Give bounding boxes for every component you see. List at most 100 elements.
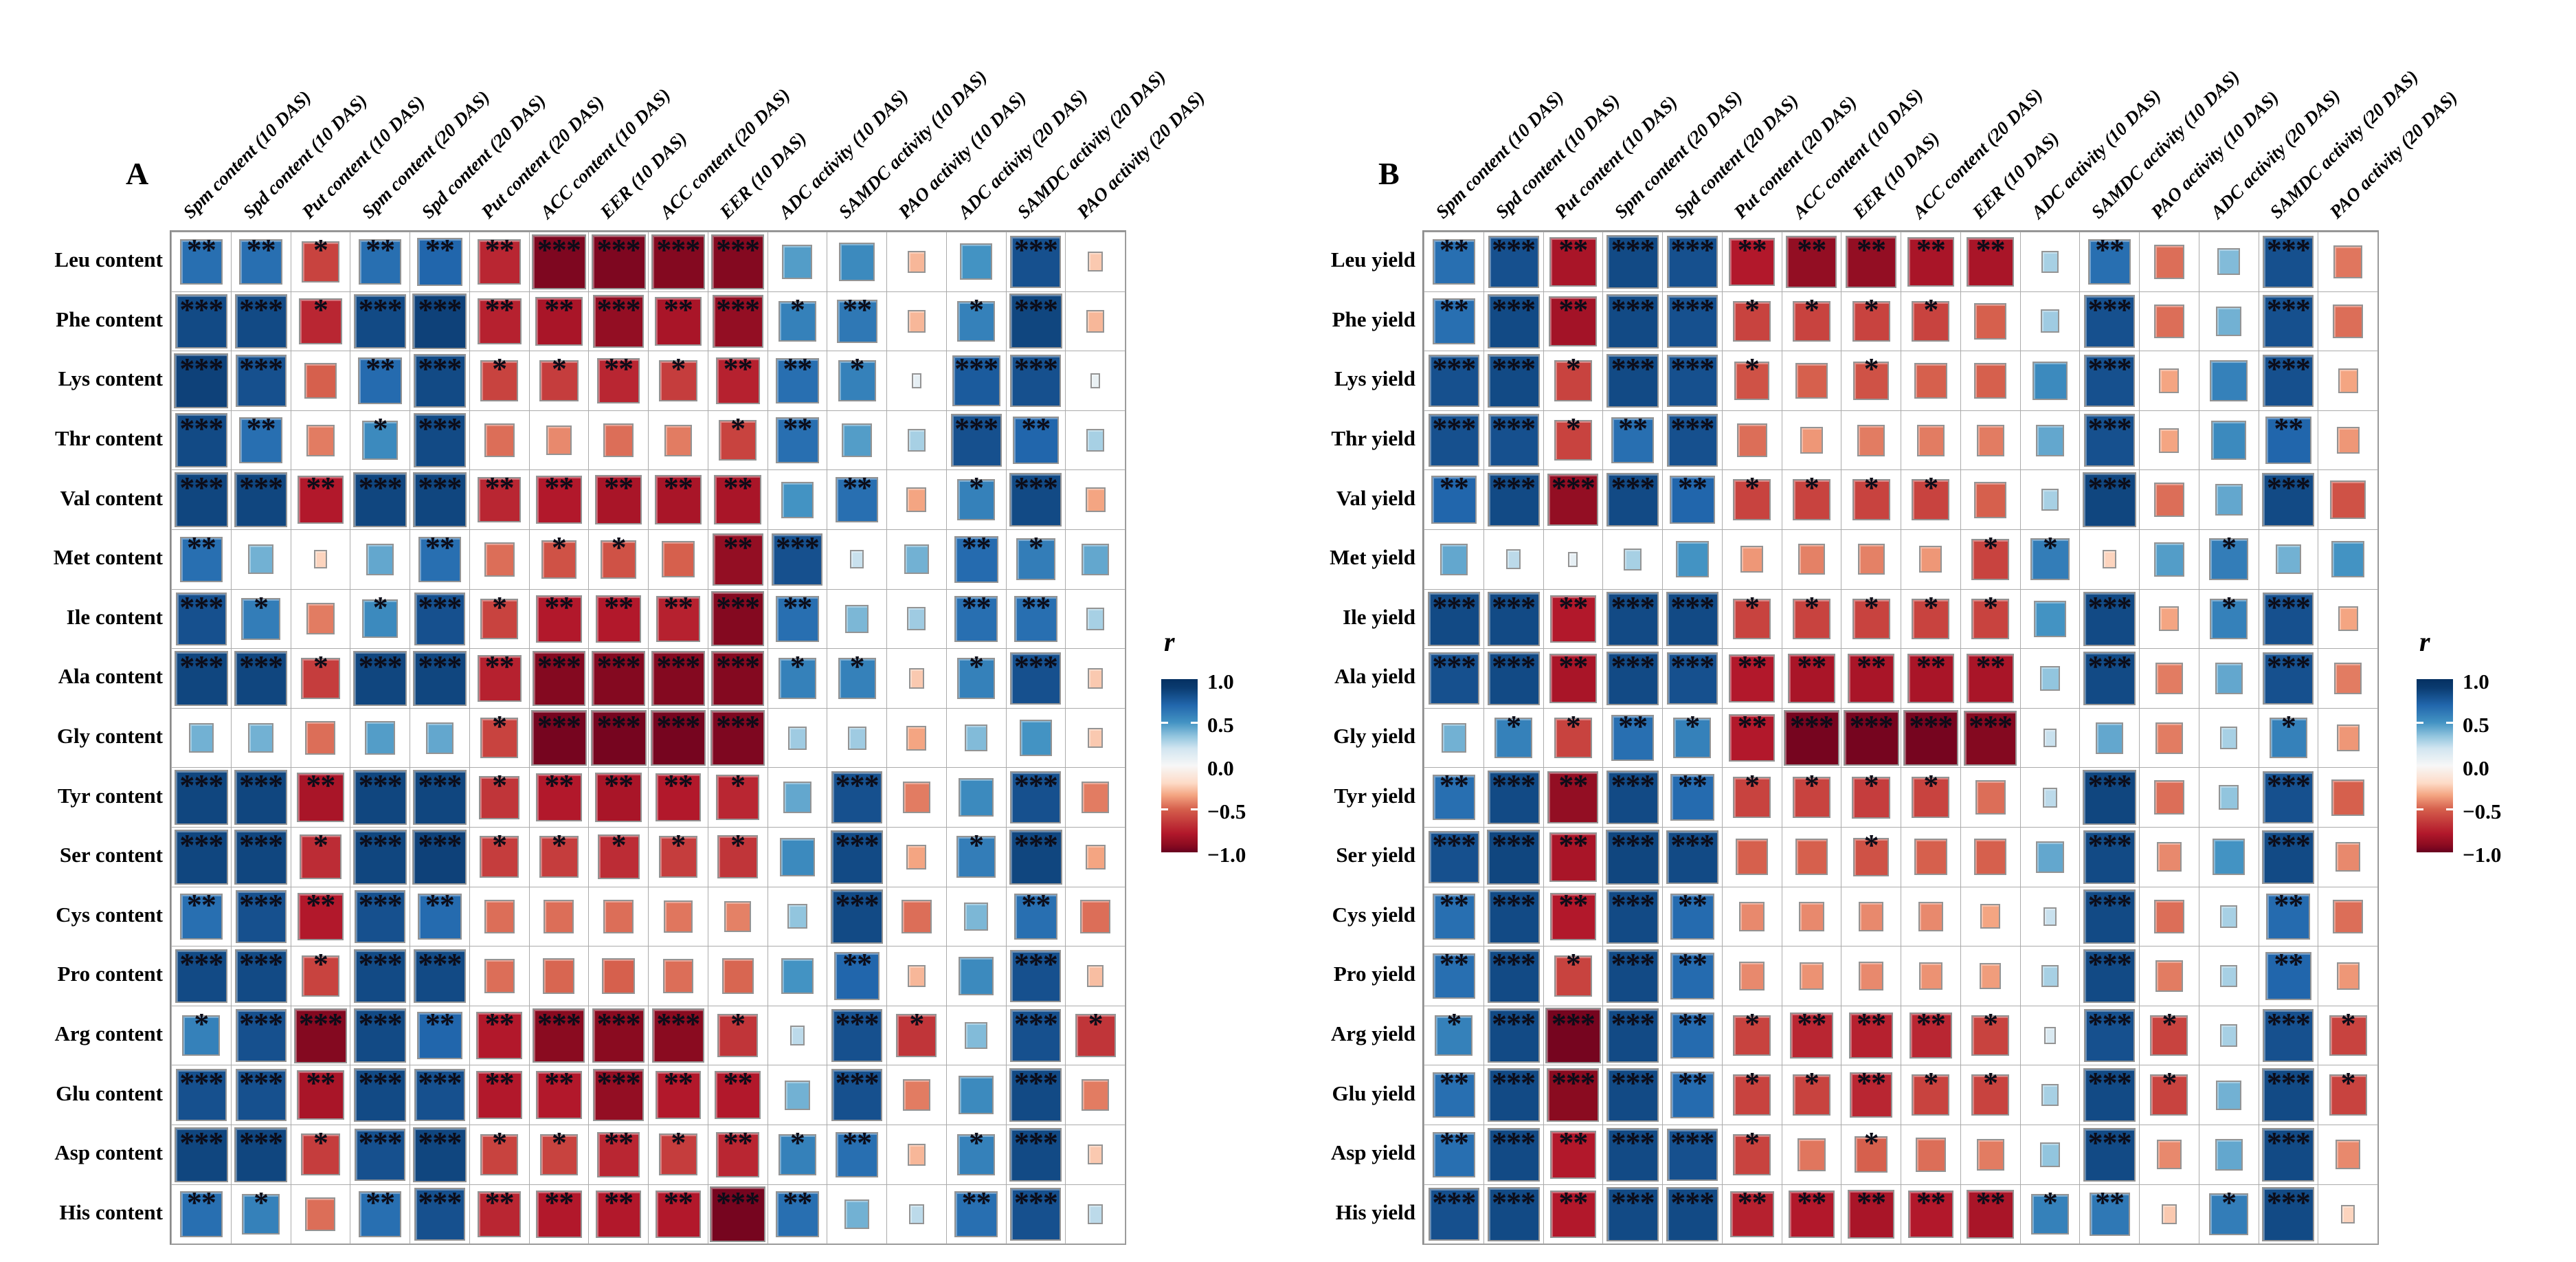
corr-cell: ** (945, 588, 1007, 650)
corr-cell: *** (350, 946, 410, 1006)
corr-cell: ** (1781, 1005, 1842, 1066)
corr-marker (413, 770, 467, 826)
corr-cell: *** (2079, 946, 2140, 1006)
corr-marker (2336, 962, 2360, 990)
colorbar-gradient (2417, 679, 2453, 852)
corr-cell: ** (648, 1184, 708, 1245)
corr-cell (2139, 351, 2199, 411)
row-label: His yield (1335, 1199, 1415, 1224)
corr-marker (2083, 472, 2136, 528)
corr-marker (546, 425, 572, 455)
corr-marker (1858, 961, 1884, 991)
corr-cell (2318, 232, 2378, 292)
corr-marker (1606, 234, 1659, 289)
corr-marker (710, 710, 765, 766)
corr-marker (710, 234, 765, 289)
corr-cell: *** (1483, 886, 1544, 947)
corr-cell: *** (410, 767, 470, 828)
corr-cell: * (290, 1125, 351, 1185)
corr-cell: *** (707, 291, 768, 352)
corr-marker (480, 717, 519, 759)
corr-marker (831, 889, 884, 944)
corr-cell: ** (1424, 767, 1484, 828)
corr-cell (528, 946, 590, 1006)
corr-cell: * (886, 1005, 947, 1066)
corr-marker (413, 1127, 467, 1182)
corr-marker (2219, 785, 2239, 810)
corr-marker (544, 899, 574, 934)
corr-cell: * (1543, 707, 1604, 768)
corr-cell: *** (2258, 469, 2319, 530)
heatmap-grid: ****************************************… (1422, 230, 2379, 1246)
row-label: Thr content (54, 426, 163, 451)
corr-cell (1065, 827, 1125, 887)
corr-marker (664, 900, 693, 933)
corr-marker (662, 541, 695, 578)
corr-cell: *** (1841, 707, 1901, 768)
corr-marker (2039, 666, 2060, 691)
corr-marker (1733, 1134, 1771, 1175)
corr-marker (911, 373, 921, 389)
corr-marker (1669, 476, 1716, 524)
corr-cell: * (827, 648, 887, 709)
corr-cell: *** (1602, 827, 1663, 887)
corr-marker (1852, 300, 1890, 342)
corr-cell: ** (945, 1184, 1007, 1245)
corr-marker (782, 245, 813, 279)
corr-marker (2040, 309, 2059, 333)
corr-marker (2083, 1127, 2136, 1182)
corr-cell: *** (1005, 767, 1066, 828)
corr-cell (2139, 827, 2199, 887)
corr-marker (353, 651, 407, 706)
corr-marker (414, 593, 465, 645)
corr-cell (1960, 351, 2021, 411)
corr-cell: *** (171, 588, 232, 650)
corr-cell: * (648, 827, 708, 887)
corr-cell: *** (1483, 648, 1544, 709)
corr-cell: *** (410, 291, 470, 352)
corr-cell (2318, 410, 2378, 471)
corr-marker (301, 1133, 340, 1176)
corr-cell (588, 886, 649, 947)
corr-marker (1903, 710, 1959, 766)
corr-marker (651, 234, 705, 289)
corr-cell: ** (1960, 232, 2021, 292)
corr-cell (827, 529, 887, 590)
corr-marker (234, 651, 288, 706)
row-label: Met content (53, 545, 163, 570)
corr-cell (1065, 707, 1125, 768)
corr-marker (1487, 1187, 1540, 1241)
corr-marker (1852, 479, 1890, 520)
corr-marker (2083, 592, 2136, 646)
corr-marker (1916, 424, 1945, 456)
corr-marker (1611, 417, 1655, 463)
corr-cell: * (1543, 351, 1604, 411)
corr-marker (1431, 476, 1477, 524)
corr-cell: ** (410, 232, 470, 292)
corr-cell: ** (469, 648, 530, 709)
corr-cell (1781, 1125, 1842, 1185)
corr-cell: * (290, 648, 351, 709)
corr-cell: *** (171, 351, 232, 411)
corr-cell: *** (528, 1005, 590, 1066)
corr-marker (188, 723, 214, 753)
corr-marker (182, 1015, 221, 1056)
corr-marker (716, 775, 759, 821)
corr-cell: ** (1901, 232, 1961, 292)
corr-marker (2150, 1074, 2188, 1116)
corr-marker (2083, 889, 2136, 944)
corr-cell: ** (767, 1184, 828, 1245)
corr-cell (767, 946, 828, 1006)
corr-cell: *** (2258, 291, 2319, 352)
row-label: Val content (60, 485, 163, 510)
corr-cell: ** (827, 469, 887, 530)
corr-marker (484, 542, 515, 577)
corr-marker (2329, 1015, 2367, 1056)
corr-cell (2019, 351, 2081, 411)
corr-cell: * (1841, 588, 1901, 650)
corr-cell: * (1841, 469, 1901, 530)
corr-marker (956, 836, 996, 878)
corr-cell (2198, 1005, 2259, 1066)
colorbar-tick-label: 1.0 (2463, 669, 2489, 694)
corr-cell: * (707, 410, 768, 471)
